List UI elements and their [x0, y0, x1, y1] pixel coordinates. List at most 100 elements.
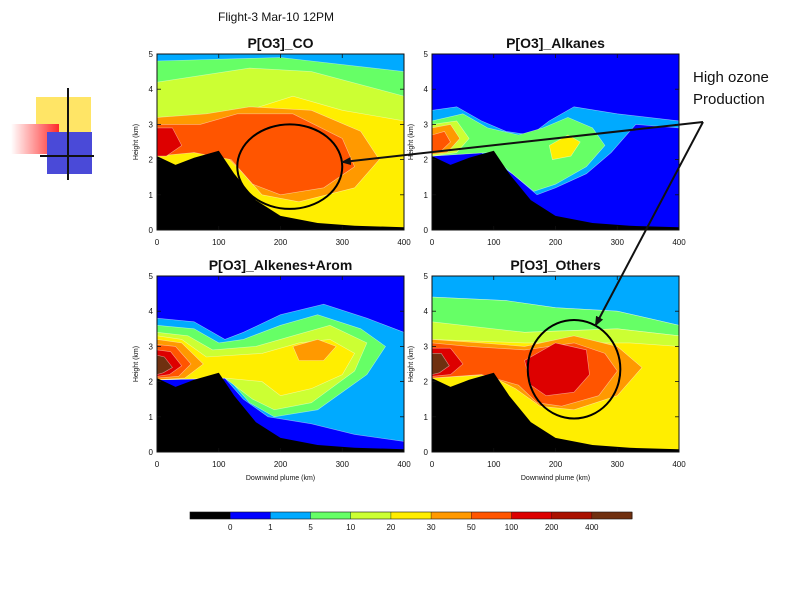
panel-1: P[O3]_CO 0 100 200 300 400 0 1 2 3 4 5 Height (km)	[133, 35, 411, 247]
colorbar-swatch	[350, 512, 392, 519]
highlight-ellipse	[236, 123, 344, 210]
panel-title: P[O3]_CO	[247, 35, 313, 51]
contour-field	[432, 54, 679, 230]
x-tick-label: 400	[397, 238, 411, 247]
contour-field	[157, 54, 404, 230]
x-tick-label: 300	[611, 460, 625, 469]
panel-title: P[O3]_Others	[510, 257, 600, 273]
x-tick-label: 300	[336, 460, 350, 469]
colorbar-swatch	[390, 512, 432, 519]
y-tick-label: 4	[149, 85, 154, 94]
y-tick-label: 1	[149, 191, 154, 200]
callout-arrows	[340, 121, 704, 327]
callout-line-1: High ozone	[693, 69, 769, 86]
colorbar-label: 400	[585, 523, 599, 532]
y-tick-label: 4	[424, 307, 429, 316]
contour-region-400	[157, 354, 173, 375]
y-tick-label: 0	[424, 448, 429, 457]
y-axis-label: Height (km)	[133, 346, 140, 382]
horizontal-line	[40, 155, 94, 157]
colorbar-label: 5	[308, 523, 313, 532]
colorbar-frame	[189, 511, 633, 520]
y-tick-label: 5	[149, 272, 154, 281]
x-tick-label: 300	[336, 238, 350, 247]
y-tick-label: 2	[149, 378, 154, 387]
x-tick-label: 100	[212, 460, 226, 469]
y-tick-label: 3	[424, 120, 429, 129]
x-tick-label: 400	[672, 460, 686, 469]
y-axis-label: Height (km)	[408, 346, 415, 382]
colorbar-swatch	[471, 512, 512, 519]
y-axis-label: Height (km)	[133, 124, 140, 160]
panel-4: P[O3]_Others 0 100 200 300 400 0 1 2 3 4 5 Height (k…	[408, 257, 686, 482]
x-tick-label: 0	[430, 238, 435, 247]
x-tick-label: 400	[397, 460, 411, 469]
colorbar: 0 1 5 10 20 30 50 100 200 400	[189, 511, 633, 532]
colorbar-label: 10	[346, 523, 355, 532]
colorbar-label: 100	[505, 523, 519, 532]
x-tick-label: 400	[672, 238, 686, 247]
y-tick-label: 4	[149, 307, 154, 316]
y-tick-label: 2	[424, 378, 429, 387]
x-tick-label: 100	[212, 238, 226, 247]
terrain-mask	[157, 372, 404, 452]
y-tick-label: 3	[424, 342, 429, 351]
x-tick-label: 0	[155, 460, 160, 469]
terrain-mask	[432, 150, 679, 230]
y-tick-label: 3	[149, 342, 154, 351]
colorbar-swatch	[591, 512, 633, 519]
contour-field	[157, 276, 404, 452]
x-tick-label: 300	[611, 238, 625, 247]
slide-decoration	[0, 0, 100, 190]
panel-2: P[O3]_Alkanes 0 100 200 300 400 0 1 2 3 4 5 Height (…	[408, 35, 686, 247]
colorbar-swatch	[190, 512, 231, 519]
y-tick-label: 1	[424, 413, 429, 422]
contour-region-400	[432, 353, 450, 375]
x-axis-label: Downwind plume (km)	[521, 475, 590, 482]
contour-region-200	[524, 342, 590, 397]
y-tick-label: 0	[424, 226, 429, 235]
colorbar-swatch	[431, 512, 472, 519]
panel-3: P[O3]_Alkenes+Arom 0 100 200 300 400 0 1 2 3 4 5 Hei…	[133, 257, 411, 482]
callout-line-2: Production	[693, 91, 765, 108]
blue-square	[47, 132, 92, 174]
colorbar-label: 1	[268, 523, 273, 532]
y-tick-label: 0	[149, 226, 154, 235]
vertical-line	[67, 88, 69, 180]
y-tick-label: 1	[149, 413, 154, 422]
colorbar-swatch	[270, 512, 312, 519]
x-tick-label: 200	[274, 238, 288, 247]
colorbar-label: 50	[467, 523, 476, 532]
x-tick-label: 0	[155, 238, 160, 247]
colorbar-swatch	[310, 512, 352, 519]
contour-field	[432, 276, 679, 452]
colorbar-swatch	[230, 512, 271, 519]
x-tick-label: 100	[487, 460, 501, 469]
y-tick-label: 5	[424, 272, 429, 281]
y-tick-label: 2	[149, 156, 154, 165]
y-tick-label: 3	[149, 120, 154, 129]
colorbar-label: 200	[545, 523, 559, 532]
panel-title: P[O3]_Alkenes+Arom	[209, 257, 353, 273]
panel-title: P[O3]_Alkanes	[506, 35, 605, 51]
callout-arrow-2	[594, 121, 704, 327]
contour-region-20	[432, 321, 679, 347]
terrain-mask	[432, 372, 679, 452]
y-tick-label: 4	[424, 85, 429, 94]
x-tick-label: 0	[430, 460, 435, 469]
callout-text: High ozone Production	[693, 67, 769, 111]
y-tick-label: 0	[149, 448, 154, 457]
colorbar-label: 30	[427, 523, 436, 532]
terrain-mask	[157, 150, 404, 230]
x-tick-label: 200	[549, 238, 563, 247]
contour-region-50	[292, 339, 337, 361]
colorbar-label: 20	[386, 523, 395, 532]
contour-region-200	[157, 127, 183, 157]
colorbar-label: 0	[228, 523, 233, 532]
x-axis-label: Downwind plume (km)	[246, 475, 315, 482]
x-tick-label: 100	[487, 238, 501, 247]
colorbar-swatch	[551, 512, 593, 519]
colorbar-swatch	[511, 512, 553, 519]
